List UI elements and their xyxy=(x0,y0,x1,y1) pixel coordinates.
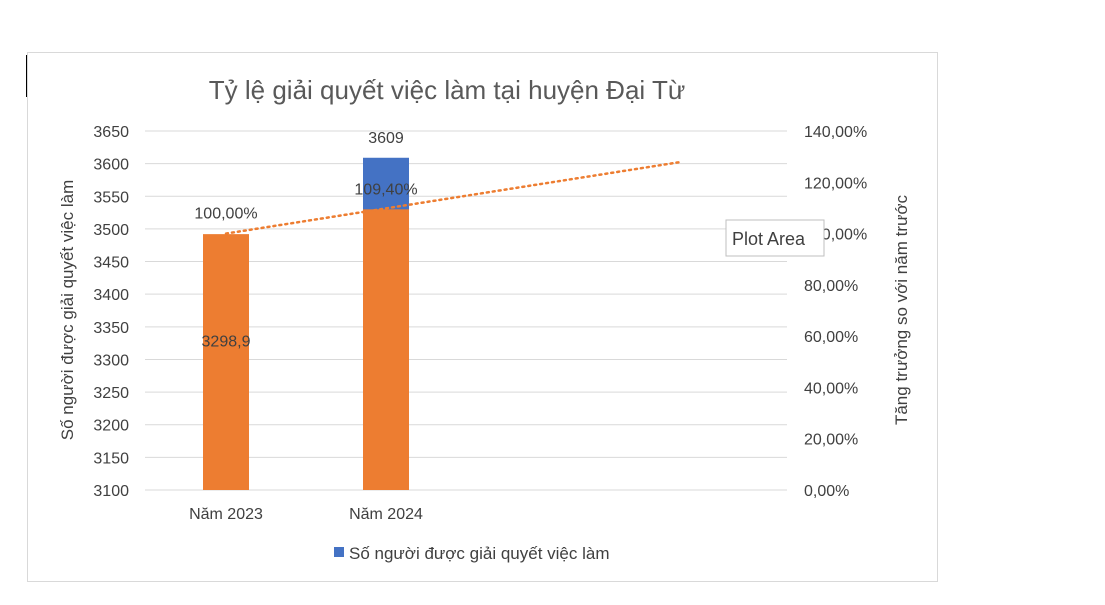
y-tick-label: 3600 xyxy=(93,157,129,174)
x-tick-label: Năm 2024 xyxy=(349,506,423,523)
y2-tick-label: 120,00% xyxy=(804,175,867,192)
y2-tick-label: 40,00% xyxy=(804,380,858,397)
tooltip-text: Plot Area xyxy=(732,229,806,249)
text-cursor-line xyxy=(26,55,27,97)
bar-value-label: 3609 xyxy=(368,130,404,147)
x-tick-label: Năm 2023 xyxy=(189,506,263,523)
y-tick-label: 3650 xyxy=(93,124,129,141)
y2-tick-label: 0,00% xyxy=(804,483,849,500)
growth-label: 100,00% xyxy=(194,206,257,223)
y-axis-title: Số người được giải quyết việc làm xyxy=(58,180,77,441)
growth-label: 109,40% xyxy=(354,181,417,198)
chart-area[interactable] xyxy=(27,52,938,582)
y-tick-label: 3450 xyxy=(93,255,129,272)
legend-label[interactable]: Số người được giải quyết việc làm xyxy=(349,544,610,563)
y-tick-label: 3550 xyxy=(93,189,129,206)
y2-tick-label: 140,00% xyxy=(804,124,867,141)
extra-data-label: 3298,9 xyxy=(202,334,251,351)
y-tick-label: 3400 xyxy=(93,287,129,304)
y2-tick-label: 20,00% xyxy=(804,432,858,449)
right-axis-ticks: 0,00%20,00%40,00%60,00%80,00%100,00%120,… xyxy=(804,124,867,500)
y-tick-label: 3300 xyxy=(93,352,129,369)
y-tick-label: 3150 xyxy=(93,450,129,467)
bar[interactable] xyxy=(203,234,249,490)
y2-tick-label: 80,00% xyxy=(804,278,858,295)
y-tick-label: 3500 xyxy=(93,222,129,239)
chart-title: Tỷ lệ giải quyết việc làm tại huyện Đại … xyxy=(209,75,685,105)
left-axis-ticks: 3100 3150 3200 3250 3300 3350 3400 3450 3500 3550… xyxy=(93,124,129,500)
y-tick-label: 3100 xyxy=(93,483,129,500)
legend-swatch xyxy=(334,547,344,557)
y2-axis-title: Tăng trưởng so với năm trước xyxy=(892,194,911,425)
overlay-bar[interactable] xyxy=(363,209,409,490)
y-tick-label: 3250 xyxy=(93,385,129,402)
trendline xyxy=(224,160,684,235)
y-tick-label: 3200 xyxy=(93,418,129,435)
data-labels: 3609 100,00% 109,40% 3298,9 xyxy=(194,130,417,351)
x-axis-ticks: Năm 2023 Năm 2024 xyxy=(189,506,423,523)
trendline-group xyxy=(224,160,684,235)
y2-tick-label: 60,00% xyxy=(804,329,858,346)
bars[interactable] xyxy=(203,157,409,490)
y-tick-label: 3350 xyxy=(93,320,129,337)
tooltip-box xyxy=(725,219,825,257)
